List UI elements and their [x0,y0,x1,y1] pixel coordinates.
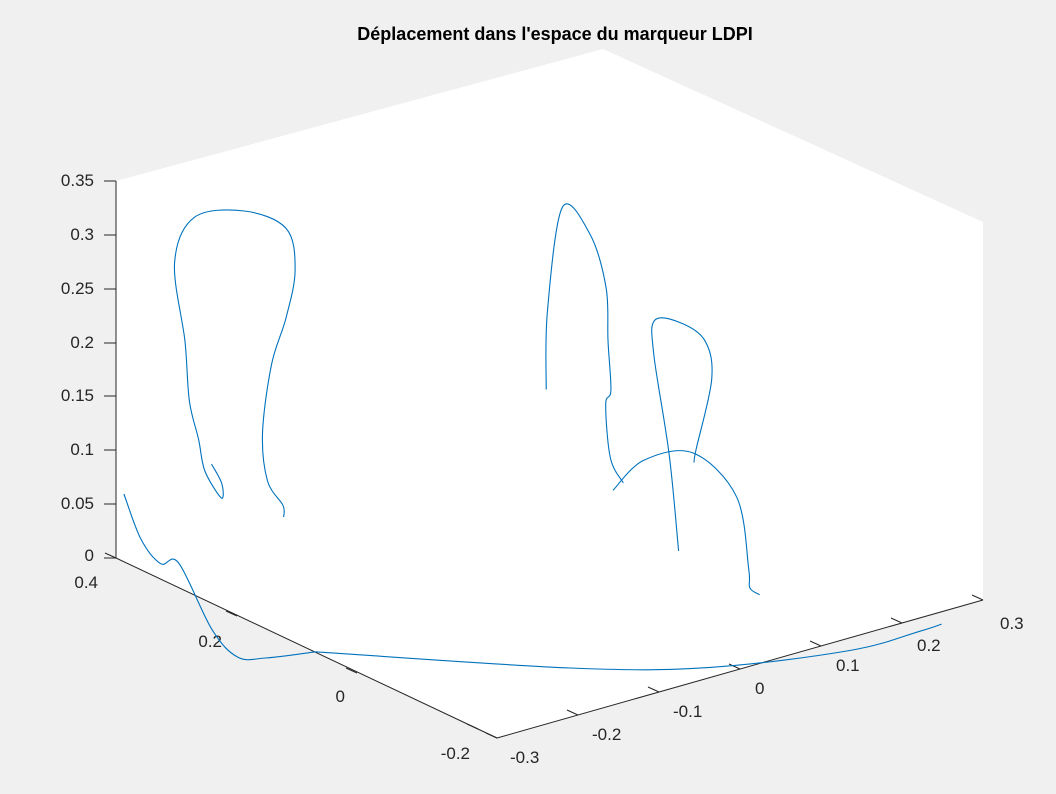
y-tick-label: 0 [336,687,345,706]
y-axis-line [115,557,498,739]
z-tick-label: 0.1 [70,440,94,459]
z-tick-label: 0.05 [61,494,94,513]
y-ticks [104,552,479,730]
x-tick-labels: -0.3 -0.2 -0.1 0 0.1 0.2 0.3 [510,614,1024,767]
z-tick-label: 0.2 [70,333,94,352]
x-tick [728,663,741,670]
y-tick [104,552,117,559]
x-tick [485,732,498,739]
x-tick-label: 0.2 [917,636,941,655]
axes-background [116,49,983,738]
x-tick [566,709,579,716]
trajectory-segment-6 [315,623,942,671]
x-tick [809,640,822,647]
x-tick-label: -0.3 [510,748,539,767]
z-tick-label: 0.35 [61,171,94,190]
y-tick-label: 0.4 [74,573,98,592]
z-tick-label: 0 [85,546,94,565]
x-tick-label: 0 [755,679,764,698]
y-tick [345,667,358,674]
z-tick-label: 0.3 [70,225,94,244]
trajectory-segment-2 [545,203,624,484]
x-tick [647,686,660,693]
y-tick-label: 0.2 [198,632,222,651]
trajectory-layer [123,203,942,671]
trajectory-segment-1 [173,209,296,518]
x-tick [971,594,984,601]
z-ticks [104,180,116,559]
x-tick-label: -0.1 [673,702,702,721]
x-tick-label: 0.3 [1000,614,1024,633]
x-tick-label: -0.2 [592,725,621,744]
x-ticks [485,594,984,739]
x-tick [890,617,903,624]
z-tick-labels: 0.35 0.3 0.25 0.2 0.15 0.1 0.05 0 [61,171,94,565]
y-tick-label: -0.2 [441,744,470,763]
x-tick-label: 0.1 [836,656,860,675]
chart-title: Déplacement dans l'espace du marqueur LD… [357,24,752,44]
y-tick [466,723,479,730]
trajectory-segment-4 [651,317,713,551]
y-tick [225,610,238,617]
z-tick-label: 0.25 [61,279,94,298]
z-tick-label: 0.15 [61,386,94,405]
trajectory-segment-3 [612,450,761,596]
trajectory-segment-5 [123,493,316,661]
y-tick-labels: 0.4 0.2 0 -0.2 [74,573,470,763]
